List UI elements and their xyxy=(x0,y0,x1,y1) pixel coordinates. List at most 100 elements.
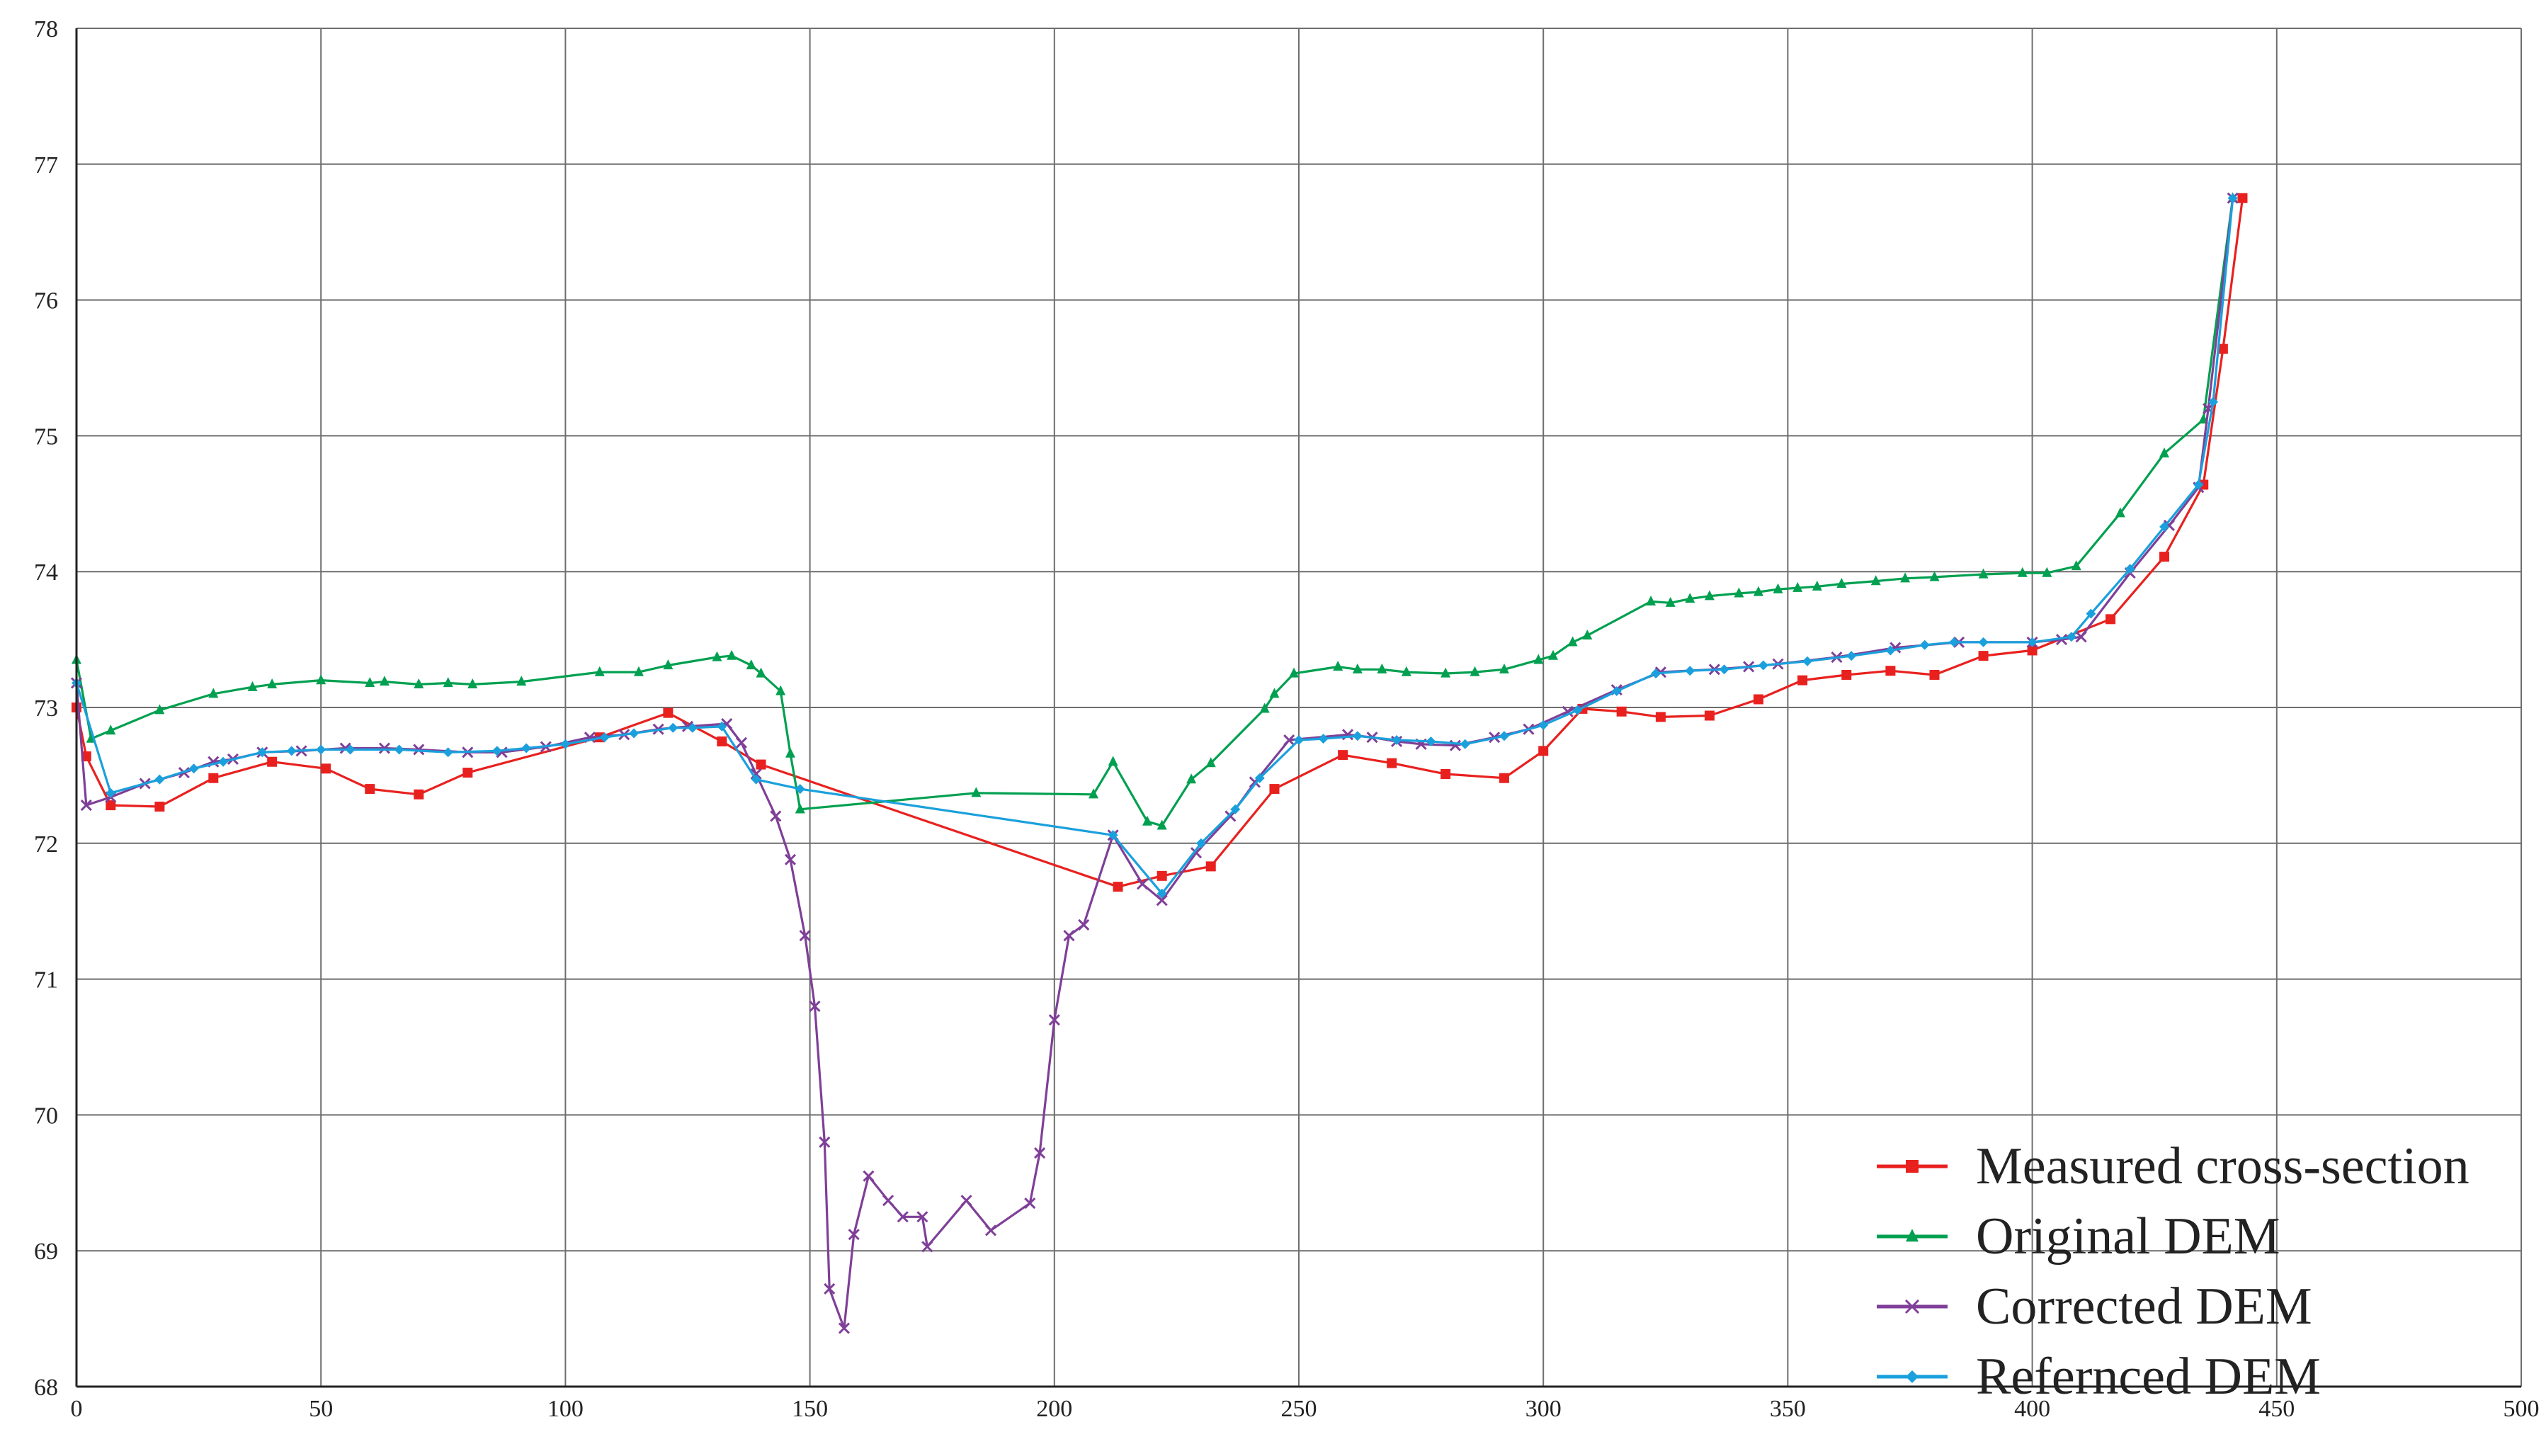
data-point-triangle xyxy=(1870,575,1881,586)
data-point-triangle xyxy=(414,678,424,688)
data-point-diamond xyxy=(1650,669,1661,679)
data-point-triangle xyxy=(1753,586,1763,596)
data-point-diamond xyxy=(257,747,268,758)
data-point-diamond xyxy=(316,744,326,755)
data-point-x xyxy=(784,853,797,865)
data-point-square xyxy=(1616,706,1627,717)
data-point-square xyxy=(1753,694,1763,705)
data-point-diamond xyxy=(1572,705,1583,715)
x-tick-label: 50 xyxy=(309,1396,333,1422)
data-point-triangle xyxy=(316,674,326,685)
data-point-diamond xyxy=(1802,656,1813,666)
tick-labels: 0 50 100 150 200 250 300 350 400 450 500 68 69 70 71 72… xyxy=(34,16,2540,1422)
x-tick-label: 300 xyxy=(1525,1396,1562,1422)
data-point-square xyxy=(2027,645,2038,656)
data-point-diamond xyxy=(1758,660,1768,671)
data-point-square xyxy=(756,759,766,770)
data-point-triangle xyxy=(1205,757,1216,768)
data-point-x xyxy=(80,800,92,812)
data-point-x xyxy=(2055,634,2068,646)
data-point-diamond xyxy=(1426,736,1436,746)
data-point-triangle xyxy=(1978,568,1989,579)
data-point-triangle xyxy=(1186,773,1197,784)
data-point-square xyxy=(321,763,331,774)
data-point-triangle xyxy=(1157,819,1167,830)
data-point-square xyxy=(414,789,424,800)
legend-item: Corrected DEM xyxy=(1877,1278,2312,1336)
data-point-diamond xyxy=(2086,608,2096,619)
data-point-square xyxy=(1538,746,1549,756)
data-point-diamond xyxy=(2193,479,2204,490)
data-point-square xyxy=(1929,669,1940,680)
data-point-square xyxy=(1269,784,1280,795)
data-point-square xyxy=(2105,614,2116,625)
x-tick-label: 350 xyxy=(1770,1396,1806,1422)
data-point-square xyxy=(1338,750,1348,761)
data-point-triangle xyxy=(2071,560,2081,571)
data-point-triangle xyxy=(2159,447,2170,457)
data-point-triangle xyxy=(1665,596,1676,607)
data-point-triangle xyxy=(1289,667,1300,678)
y-tick-label: 77 xyxy=(34,152,58,178)
data-point-triangle xyxy=(1929,571,1940,581)
data-point-diamond xyxy=(1499,731,1509,741)
data-point-diamond xyxy=(1254,773,1265,783)
data-point-triangle xyxy=(663,659,674,670)
series-original-dem xyxy=(72,192,2238,830)
x-tick-label: 200 xyxy=(1036,1396,1072,1422)
data-point-triangle xyxy=(1108,756,1118,766)
data-point-triangle xyxy=(1352,663,1363,673)
data-point-diamond xyxy=(1885,645,1896,656)
data-point-square xyxy=(1906,1160,1919,1173)
y-tick-label: 75 xyxy=(34,423,58,450)
data-point-diamond xyxy=(188,763,199,774)
data-point-x xyxy=(809,1000,821,1013)
x-tick-label: 100 xyxy=(547,1396,584,1422)
series-line xyxy=(75,198,2234,1330)
data-point-x xyxy=(1156,894,1168,906)
data-point-x xyxy=(2075,631,2087,643)
data-point-diamond xyxy=(1949,637,1960,647)
y-tick-label: 76 xyxy=(34,288,58,314)
data-point-triangle xyxy=(1499,663,1509,673)
y-tick-label: 68 xyxy=(34,1375,58,1401)
data-point-x xyxy=(750,768,762,780)
legend-label: Measured cross-section xyxy=(1976,1137,2470,1195)
data-point-triangle xyxy=(971,787,982,797)
data-point-triangle xyxy=(795,803,805,814)
data-point-diamond xyxy=(1352,731,1363,741)
data-point-square xyxy=(1387,758,1397,768)
data-point-square xyxy=(365,784,375,795)
y-tick-label: 69 xyxy=(34,1239,58,1265)
data-point-triangle xyxy=(365,677,375,688)
data-point-x xyxy=(770,810,782,822)
data-point-diamond xyxy=(1294,735,1304,746)
data-point-square xyxy=(154,802,165,812)
data-point-diamond xyxy=(795,784,805,795)
data-point-diamond xyxy=(2125,564,2135,574)
data-point-triangle xyxy=(746,659,756,670)
data-point-square xyxy=(1440,768,1451,779)
data-point-x xyxy=(819,1136,831,1148)
data-point-triangle xyxy=(1142,815,1152,826)
data-point-x xyxy=(921,1241,933,1253)
data-point-triangle xyxy=(1401,666,1411,676)
data-point-square xyxy=(1113,882,1123,892)
data-point-triangle xyxy=(1567,636,1578,647)
data-point-diamond xyxy=(1719,664,1729,675)
data-point-triangle xyxy=(1533,654,1544,664)
data-point-diamond xyxy=(345,744,356,755)
legend-item: Refernced DEM xyxy=(1877,1348,2321,1406)
data-point-square xyxy=(462,768,473,778)
legend-label: Original DEM xyxy=(1976,1207,2280,1266)
x-tick-label: 450 xyxy=(2258,1396,2295,1422)
data-point-diamond xyxy=(521,743,532,753)
data-point-triangle xyxy=(1685,593,1695,603)
data-point-triangle xyxy=(516,676,527,686)
data-point-x xyxy=(848,1229,860,1241)
data-point-triangle xyxy=(1812,580,1822,591)
y-tick-label: 72 xyxy=(34,831,58,858)
data-point-triangle xyxy=(154,704,165,715)
data-point-square xyxy=(2159,552,2170,562)
data-point-diamond xyxy=(1978,637,1989,647)
